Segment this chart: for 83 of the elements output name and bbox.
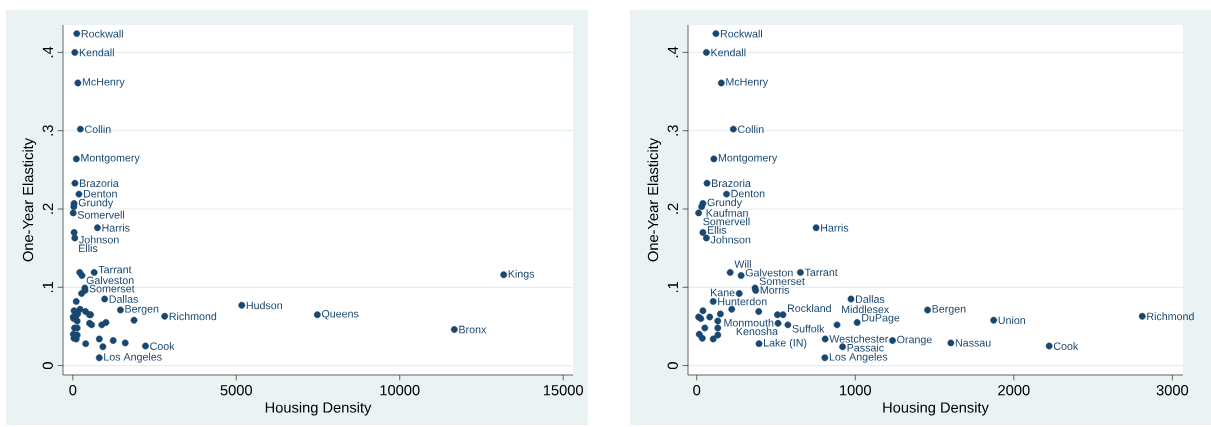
annotation: Denton: [83, 190, 117, 198]
y-tick-label: .1: [667, 281, 678, 293]
y-axis-title: One-Year Elasticity: [647, 137, 662, 262]
annotation: Cook: [150, 342, 175, 350]
annotation: Kendall: [79, 48, 114, 57]
y-tick-label: .3: [667, 125, 678, 136]
y-tick-label: .4: [42, 46, 53, 58]
x-axis-title: Housing Density: [265, 401, 372, 416]
y-tick-label: .3: [42, 125, 53, 136]
annotation: Ellis: [79, 244, 98, 253]
annotation: Harris: [102, 223, 130, 232]
annotation: DuPage: [862, 314, 900, 324]
annotation: Westchester: [829, 334, 889, 343]
y-tick-label: .2: [667, 203, 678, 214]
annotation: Tarrant: [804, 268, 838, 277]
annotation: Harris: [821, 223, 849, 232]
y-tick-label: 0: [42, 362, 53, 370]
annotation: Galveston: [745, 268, 793, 277]
annotation: Galveston: [86, 276, 134, 285]
annotation: Brazoria: [79, 179, 119, 188]
annotation: Grundy: [707, 198, 742, 209]
annotation: Grundy: [78, 198, 114, 209]
y-tick-label: .4: [667, 46, 678, 58]
annotation: Hudson: [246, 301, 282, 310]
annotation: Tarrant: [98, 265, 132, 274]
annotation: Johnson: [710, 235, 751, 244]
x-tick-label: 2000: [998, 385, 1030, 396]
x-tick-label: 3000: [1156, 385, 1189, 396]
annotation: Lake (IN): [764, 338, 807, 349]
annotation: Dallas: [856, 295, 885, 303]
annotation: Somerset: [759, 277, 805, 285]
x-tick-label: 15000: [543, 385, 583, 396]
annotation: Orange: [897, 335, 932, 346]
annotation: Brazoria: [712, 179, 751, 188]
x-tick-label: 10000: [380, 385, 420, 396]
annotation: Bronx: [459, 325, 487, 334]
annotation: Bergen: [125, 305, 159, 315]
annotation: Somervell: [703, 217, 750, 226]
y-tick-label: 0: [667, 362, 678, 370]
annotation: McHenry: [82, 78, 125, 88]
x-tick-label: 5000: [220, 385, 252, 396]
annotation: Rockwall: [81, 29, 123, 38]
annotation: Queens: [321, 309, 359, 320]
y-tick-label: .1: [42, 281, 53, 293]
annotation: Middlesex: [842, 305, 890, 314]
annotation: Collin: [85, 125, 111, 134]
annotation: Union: [998, 316, 1025, 325]
annotation: Kane: [711, 288, 735, 297]
annotation: Denton: [731, 189, 765, 198]
annotation: McHenry: [726, 78, 769, 88]
annotation: Richmond: [169, 312, 217, 321]
annotation: Somervell: [77, 210, 125, 219]
y-tick-label: .2: [42, 203, 53, 214]
annotation: Kendall: [711, 48, 746, 57]
x-axis-title: Housing Density: [883, 401, 989, 416]
annotation: Montgomery: [81, 154, 140, 164]
annotation: Nassau: [955, 339, 991, 347]
annotation: Kenosha: [736, 327, 779, 336]
x-tick-label: 0: [69, 385, 77, 396]
y-axis-title: One-Year Elasticity: [22, 137, 37, 262]
annotation: Will: [734, 260, 751, 268]
x-tick-label: 1000: [840, 385, 871, 396]
annotation: Somerset: [89, 284, 135, 293]
annotation: Collin: [738, 125, 764, 134]
annotation: Ellis: [707, 225, 727, 234]
annotation: Suffolk: [792, 324, 825, 333]
annotation: Richmond: [1147, 312, 1194, 321]
annotation: Bergen: [932, 305, 966, 315]
annotation: Hunterdon: [718, 297, 767, 306]
annotation: Dallas: [109, 295, 139, 303]
annotation: Rockland: [787, 304, 831, 313]
annotation: Passaic: [847, 343, 884, 352]
annotation: Monmouth: [724, 318, 774, 327]
annotation: Kaufman: [706, 208, 748, 217]
annotation: Johnson: [79, 235, 119, 244]
annotation: Kings: [508, 269, 535, 280]
annotation: Los Angeles: [829, 352, 888, 363]
x-tick-label: 0: [693, 385, 701, 396]
annotation: Cook: [1053, 342, 1079, 350]
annotation: Rockwall: [720, 29, 762, 38]
annotation: Los Angeles: [104, 352, 162, 363]
annotation: Morris: [760, 285, 790, 294]
annotation: Montgomery: [718, 154, 778, 164]
